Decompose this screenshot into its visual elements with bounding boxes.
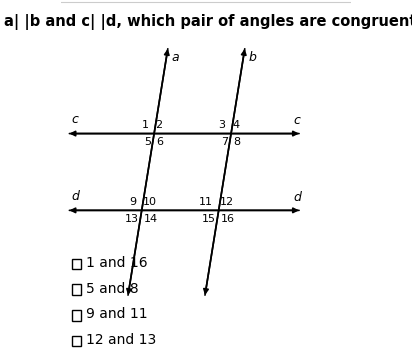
Text: d: d — [71, 189, 79, 203]
Text: 7: 7 — [221, 138, 228, 147]
Text: 1: 1 — [141, 120, 148, 130]
Text: c: c — [71, 113, 78, 126]
Text: 9 and 11: 9 and 11 — [87, 307, 148, 321]
Text: 11: 11 — [199, 197, 213, 207]
Text: 15: 15 — [201, 214, 215, 224]
Text: 4: 4 — [232, 120, 239, 130]
FancyBboxPatch shape — [73, 258, 81, 269]
FancyBboxPatch shape — [73, 284, 81, 295]
Text: 16: 16 — [221, 214, 235, 224]
Text: c: c — [293, 114, 300, 127]
Text: 14: 14 — [144, 214, 158, 224]
Text: 13: 13 — [124, 214, 138, 224]
FancyBboxPatch shape — [73, 310, 81, 321]
Text: 9: 9 — [129, 197, 136, 207]
Text: a: a — [171, 51, 179, 64]
Text: 5 and 8: 5 and 8 — [87, 282, 139, 296]
FancyBboxPatch shape — [73, 336, 81, 346]
Text: d: d — [293, 191, 301, 204]
Text: 2: 2 — [155, 120, 162, 130]
Text: 6: 6 — [157, 138, 164, 147]
Text: 10: 10 — [143, 197, 157, 207]
Text: b: b — [248, 51, 256, 64]
Text: 12: 12 — [220, 197, 234, 207]
Text: If a| |b and c| |d, which pair of angles are congruent?: If a| |b and c| |d, which pair of angles… — [0, 14, 412, 30]
Text: 5: 5 — [144, 138, 151, 147]
Text: 1 and 16: 1 and 16 — [87, 256, 148, 270]
Text: 12 and 13: 12 and 13 — [87, 333, 157, 347]
Text: 8: 8 — [234, 138, 241, 147]
Text: 3: 3 — [218, 120, 225, 130]
